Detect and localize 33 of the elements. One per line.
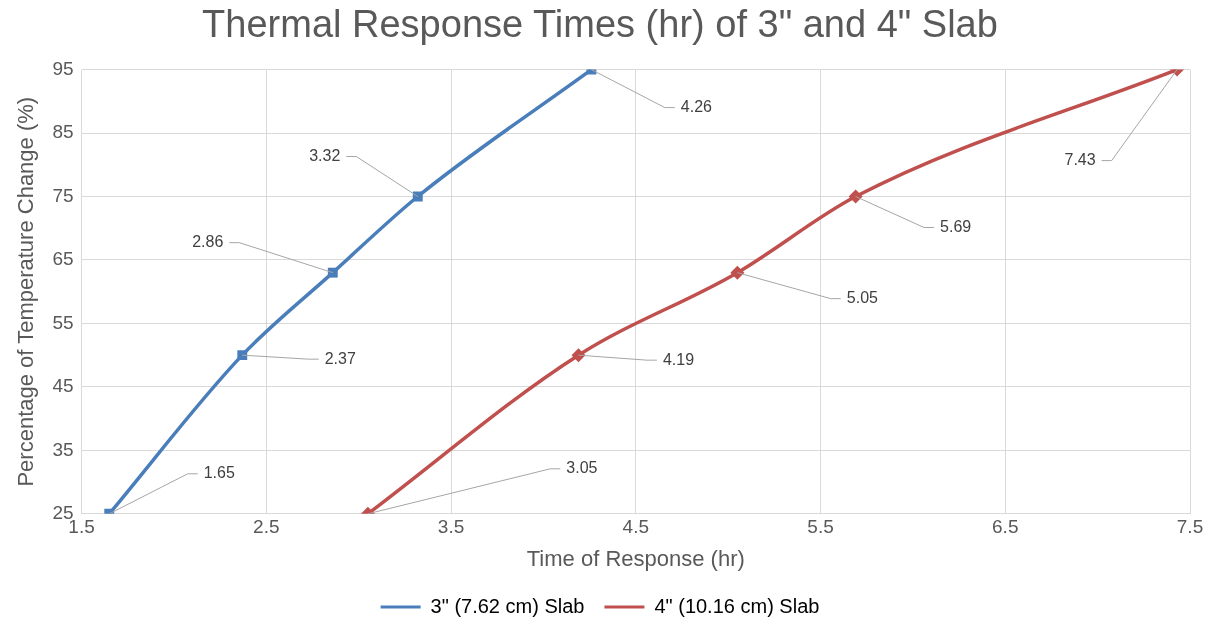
y-tick-label: 55 <box>52 311 74 333</box>
annotation: 2.37 <box>324 349 356 367</box>
annotation: 7.43 <box>1064 151 1096 169</box>
y-tick-label: 75 <box>52 184 74 206</box>
annotation: 1.65 <box>203 464 235 482</box>
annotation: 3.05 <box>566 459 598 477</box>
chart-title: Thermal Response Times (hr) of 3" and 4" Slab <box>202 3 998 46</box>
legend-label: 3" (7.62 cm) Slab <box>430 594 585 617</box>
y-tick-label: 45 <box>52 375 74 397</box>
x-tick-label: 6.5 <box>992 516 1019 538</box>
point <box>730 265 745 280</box>
x-tick-label: 4.5 <box>622 516 649 538</box>
point <box>237 350 248 361</box>
annotation: 3.32 <box>309 146 341 164</box>
annotation: 5.69 <box>940 217 972 235</box>
y-axis-title: Percentage of Temperature Change (%) <box>13 96 39 487</box>
x-tick-label: 5.5 <box>807 516 834 538</box>
y-tick-label: 65 <box>52 248 74 270</box>
y-tick-label: 85 <box>52 121 74 143</box>
annotation: 2.86 <box>192 233 224 251</box>
y-tick-label: 95 <box>52 57 74 79</box>
annotation: 4.19 <box>662 350 695 368</box>
point <box>848 189 863 204</box>
point <box>571 348 586 363</box>
x-axis-title: Time of Response (hr) <box>526 545 745 571</box>
annotation: 5.05 <box>846 289 879 307</box>
point <box>327 267 338 278</box>
x-tick-label: 2.5 <box>253 516 280 538</box>
x-tick-label: 7.5 <box>1176 516 1204 538</box>
annotation: 4.26 <box>680 98 713 116</box>
y-tick-label: 35 <box>52 438 74 460</box>
legend-label: 4" (10.16 cm) Slab <box>654 594 820 617</box>
x-tick-label: 3.5 <box>437 516 465 538</box>
